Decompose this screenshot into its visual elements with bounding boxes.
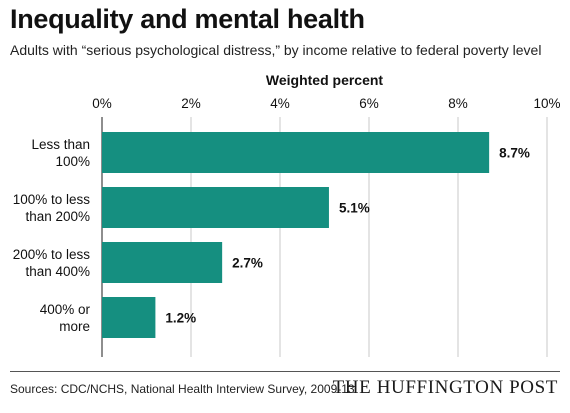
x-tick-label: 2% bbox=[181, 96, 201, 111]
data-label: 1.2% bbox=[165, 311, 196, 326]
category-label: 200% to less than 400% bbox=[13, 247, 91, 279]
bar bbox=[102, 132, 490, 173]
data-label: 2.7% bbox=[232, 256, 263, 271]
category-label-line: 200% to less bbox=[13, 247, 91, 262]
x-axis-title: Weighted percent bbox=[266, 72, 384, 88]
x-tick-label: 6% bbox=[359, 96, 379, 111]
publisher-logo: THE HUFFINGTON POST bbox=[332, 377, 558, 398]
data-label: 8.7% bbox=[499, 146, 530, 161]
category-label-line: more bbox=[59, 319, 90, 334]
category-label: 100% to less than 200% bbox=[13, 192, 91, 224]
category-label: Less than 100% bbox=[31, 137, 90, 169]
chart-subtitle: Adults with “serious psychological distr… bbox=[10, 42, 542, 58]
bar-chart: Weighted percent 0% 2% 4% 6% 8% 10% 8.7% Less th… bbox=[13, 72, 561, 357]
source-note: Sources: CDC/NCHS, National Health Inter… bbox=[10, 382, 355, 396]
x-tick-label: 4% bbox=[270, 96, 290, 111]
footer-divider bbox=[10, 371, 560, 372]
bar bbox=[102, 242, 223, 283]
category-label-line: 100% bbox=[55, 154, 90, 169]
x-tick-label: 10% bbox=[533, 96, 560, 111]
category-label-line: 100% to less bbox=[13, 192, 91, 207]
x-tick-label: 8% bbox=[448, 96, 468, 111]
bar bbox=[102, 297, 156, 338]
category-label-line: Less than bbox=[31, 137, 90, 152]
x-tick-label: 0% bbox=[92, 96, 112, 111]
category-label-line: than 400% bbox=[25, 264, 90, 279]
category-label: 400% or more bbox=[40, 302, 91, 334]
chart-title: Inequality and mental health bbox=[10, 4, 365, 34]
category-label-line: than 200% bbox=[25, 209, 90, 224]
bar bbox=[102, 187, 329, 228]
category-label-line: 400% or bbox=[40, 302, 91, 317]
data-label: 5.1% bbox=[339, 201, 370, 216]
